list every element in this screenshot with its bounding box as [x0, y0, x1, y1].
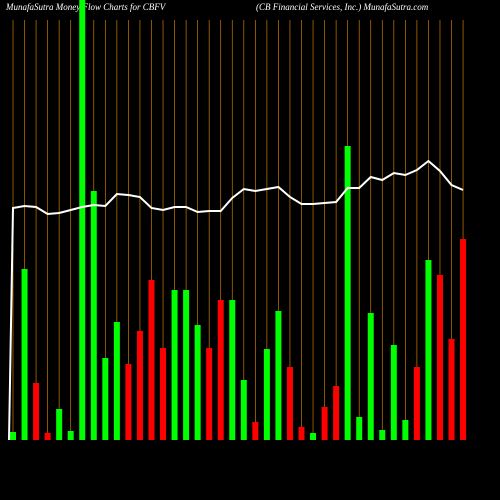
line	[8, 159, 464, 441]
bar	[321, 407, 328, 440]
bar	[56, 409, 63, 440]
bar	[10, 432, 16, 440]
chart-subtitle: (CB Financial Services, Inc.) MunafaSutr…	[256, 2, 429, 12]
bar	[310, 433, 317, 440]
plot	[8, 0, 467, 441]
bar	[79, 0, 86, 440]
bar	[33, 383, 40, 440]
bar	[286, 367, 293, 440]
bar	[194, 325, 201, 440]
bar	[390, 345, 397, 440]
bar	[298, 427, 305, 440]
bar	[148, 280, 155, 440]
bar	[21, 269, 28, 440]
bar	[263, 349, 270, 440]
bar	[448, 339, 455, 440]
bar	[67, 431, 74, 440]
bar	[171, 290, 178, 440]
bar	[160, 348, 167, 440]
bar	[356, 417, 363, 440]
bar	[425, 260, 432, 440]
bar	[217, 300, 224, 440]
bar	[367, 313, 374, 440]
bar	[240, 380, 247, 440]
bar	[44, 433, 51, 440]
bar	[113, 322, 120, 440]
bar	[136, 331, 143, 440]
chart-title: MunafaSutra Money Flow Charts for CBFV	[5, 2, 167, 12]
bar	[413, 367, 420, 440]
bar	[333, 386, 340, 440]
bar	[229, 300, 236, 440]
bar	[252, 422, 259, 440]
bar	[183, 290, 190, 440]
bar	[379, 430, 386, 440]
bar	[436, 275, 443, 440]
bar	[275, 311, 282, 440]
bar	[402, 420, 409, 440]
bar	[206, 348, 213, 440]
bar	[90, 191, 97, 440]
bar	[460, 239, 467, 440]
bar	[102, 358, 109, 440]
bar	[125, 364, 132, 440]
bar	[344, 146, 351, 440]
